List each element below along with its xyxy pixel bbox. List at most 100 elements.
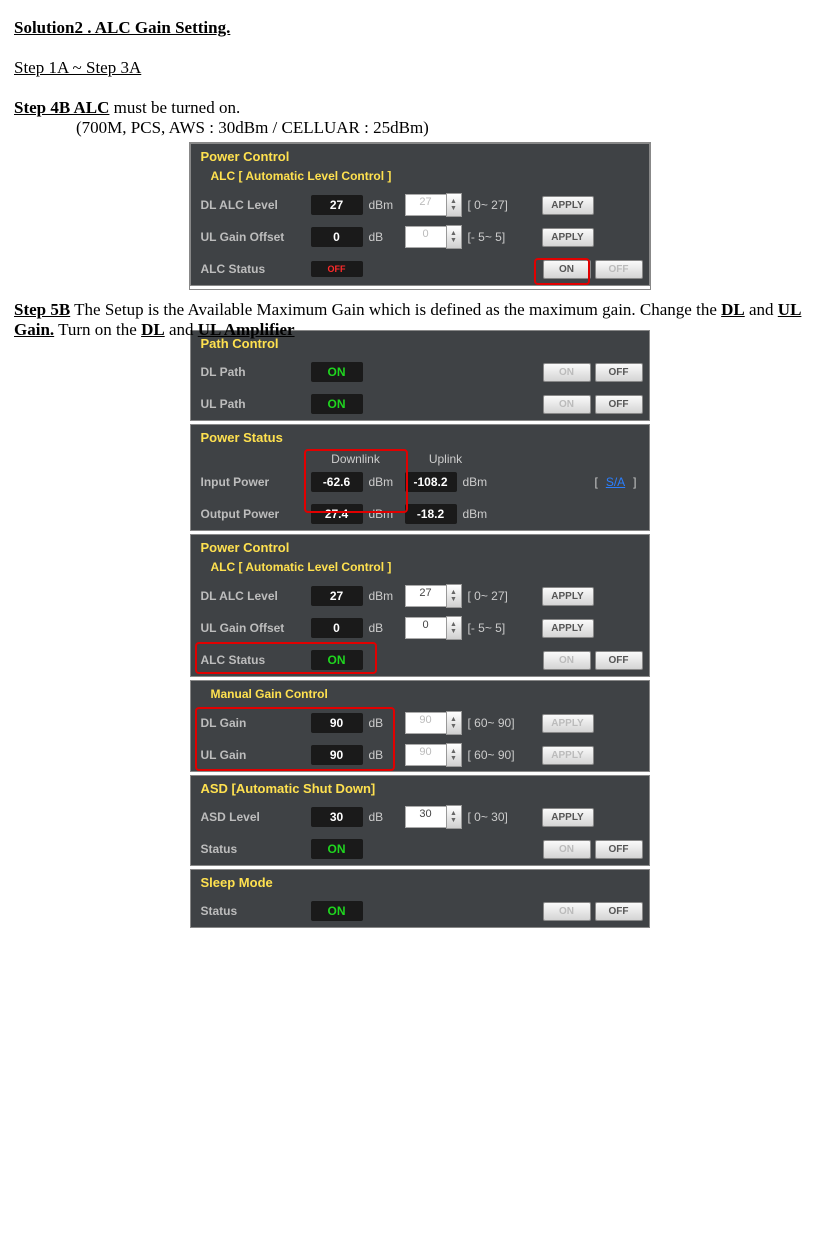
dl-alc-value: 27 bbox=[311, 195, 363, 215]
ul-gain-range: [ 60~ 90] bbox=[468, 748, 538, 762]
alc-status-value: OFF bbox=[311, 261, 363, 277]
sleep-heading: Sleep Mode bbox=[191, 870, 649, 895]
bracket: ] bbox=[633, 475, 636, 489]
unit: dBm bbox=[367, 475, 405, 489]
off-button[interactable]: OFF bbox=[595, 902, 643, 921]
apply-button[interactable]: APPLY bbox=[542, 808, 594, 827]
ul-gain-offset-input[interactable]: 0 bbox=[405, 226, 447, 248]
sleep-status-label: Status bbox=[201, 904, 311, 918]
downlink-header: Downlink bbox=[311, 452, 401, 466]
step-range: Step 1A ~ Step 3A bbox=[14, 58, 825, 78]
dl-alc-unit: dBm bbox=[367, 589, 405, 603]
ul-gain-unit: dB bbox=[367, 748, 405, 762]
ul-path-label: UL Path bbox=[201, 397, 311, 411]
apply-button[interactable]: APPLY bbox=[542, 619, 594, 638]
asd-heading: ASD [Automatic Shut Down] bbox=[191, 776, 649, 801]
on-button[interactable]: ON bbox=[543, 395, 591, 414]
spinner-icon[interactable]: ▲▼ bbox=[446, 711, 462, 735]
apply-button[interactable]: APPLY bbox=[542, 714, 594, 733]
title: Solution2 . ALC Gain Setting. bbox=[14, 18, 825, 38]
input-power-label: Input Power bbox=[201, 475, 311, 489]
alc-status-label: ALC Status bbox=[201, 653, 311, 667]
spinner-icon[interactable]: ▲▼ bbox=[446, 743, 462, 767]
asd-level-input[interactable]: 30 bbox=[405, 806, 447, 828]
spinner-icon[interactable]: ▲▼ bbox=[446, 225, 462, 249]
ul-gain-offset-input[interactable]: 0 bbox=[405, 617, 447, 639]
on-button[interactable]: ON bbox=[543, 363, 591, 382]
apply-button[interactable]: APPLY bbox=[542, 228, 594, 247]
ul-gain-offset-value: 0 bbox=[311, 618, 363, 638]
power-status-heading: Power Status bbox=[191, 425, 649, 450]
spinner-icon[interactable]: ▲▼ bbox=[446, 193, 462, 217]
dl-gain-label: DL Gain bbox=[201, 716, 311, 730]
step-4b-note: (700M, PCS, AWS : 30dBm / CELLUAR : 25dB… bbox=[76, 118, 825, 138]
alc-status-label: ALC Status bbox=[201, 262, 311, 276]
unit: dBm bbox=[461, 507, 499, 521]
panel-heading: Power Control bbox=[191, 144, 649, 169]
asd-status-value: ON bbox=[311, 839, 363, 859]
dl-gain-value: 90 bbox=[311, 713, 363, 733]
step-4b-lead: Step 4B ALC bbox=[14, 98, 109, 117]
sleep-status-value: ON bbox=[311, 901, 363, 921]
output-power-label: Output Power bbox=[201, 507, 311, 521]
panel-subheading: ALC [ Automatic Level Control ] bbox=[191, 169, 649, 189]
dl-gain-range: [ 60~ 90] bbox=[468, 716, 538, 730]
spinner-icon[interactable]: ▲▼ bbox=[446, 584, 462, 608]
dl-gain-unit: dB bbox=[367, 716, 405, 730]
power-control-heading: Power Control bbox=[191, 535, 649, 560]
input-power-dl: -62.6 bbox=[311, 472, 363, 492]
power-control-panel-1: Power Control ALC [ Automatic Level Cont… bbox=[189, 142, 651, 290]
apply-button[interactable]: APPLY bbox=[542, 587, 594, 606]
ul-gain-label: UL Gain bbox=[201, 748, 311, 762]
dl-alc-input[interactable]: 27 bbox=[405, 585, 447, 607]
input-power-ul: -108.2 bbox=[405, 472, 457, 492]
on-button[interactable]: ON bbox=[543, 840, 591, 859]
step-4b: Step 4B ALC must be turned on. bbox=[14, 98, 825, 118]
sa-link[interactable]: S/A bbox=[606, 475, 625, 489]
ul-gain-offset-label: UL Gain Offset bbox=[201, 621, 311, 635]
dl-gain-input[interactable]: 90 bbox=[405, 712, 447, 734]
on-button[interactable]: ON bbox=[543, 651, 591, 670]
dl-alc-label: DL ALC Level bbox=[201, 198, 311, 212]
apply-button[interactable]: APPLY bbox=[542, 746, 594, 765]
ul-gain-value: 90 bbox=[311, 745, 363, 765]
asd-status-label: Status bbox=[201, 842, 311, 856]
dl-alc-range: [ 0~ 27] bbox=[468, 198, 538, 212]
off-button[interactable]: OFF bbox=[595, 260, 643, 279]
dl-alc-range: [ 0~ 27] bbox=[468, 589, 538, 603]
dl-path-label: DL Path bbox=[201, 365, 311, 379]
dl-alc-input[interactable]: 27 bbox=[405, 194, 447, 216]
power-control-sub: ALC [ Automatic Level Control ] bbox=[191, 560, 649, 580]
ul-gain-input[interactable]: 90 bbox=[405, 744, 447, 766]
ul-gain-offset-range: [- 5~ 5] bbox=[468, 230, 538, 244]
alc-status-value: ON bbox=[311, 650, 363, 670]
ul-gain-offset-unit: dB bbox=[367, 621, 405, 635]
off-button[interactable]: OFF bbox=[595, 395, 643, 414]
off-button[interactable]: OFF bbox=[595, 651, 643, 670]
on-button[interactable]: ON bbox=[543, 260, 591, 279]
step-4b-tail: must be turned on. bbox=[109, 98, 240, 117]
bracket: [ bbox=[594, 475, 597, 489]
asd-level-label: ASD Level bbox=[201, 810, 311, 824]
apply-button[interactable]: APPLY bbox=[542, 196, 594, 215]
spinner-icon[interactable]: ▲▼ bbox=[446, 616, 462, 640]
mgc-heading: Manual Gain Control bbox=[191, 687, 649, 707]
off-button[interactable]: OFF bbox=[595, 840, 643, 859]
off-button[interactable]: OFF bbox=[595, 363, 643, 382]
dl-path-value: ON bbox=[311, 362, 363, 382]
output-power-dl: 27.4 bbox=[311, 504, 363, 524]
asd-level-range: [ 0~ 30] bbox=[468, 810, 538, 824]
dl-alc-label: DL ALC Level bbox=[201, 589, 311, 603]
spinner-icon[interactable]: ▲▼ bbox=[446, 805, 462, 829]
uplink-header: Uplink bbox=[401, 452, 491, 466]
unit: dBm bbox=[461, 475, 499, 489]
unit: dBm bbox=[367, 507, 405, 521]
ul-gain-offset-label: UL Gain Offset bbox=[201, 230, 311, 244]
ul-gain-offset-value: 0 bbox=[311, 227, 363, 247]
step-5b-lead: Step 5B bbox=[14, 300, 70, 319]
asd-level-value: 30 bbox=[311, 807, 363, 827]
dl-alc-value: 27 bbox=[311, 586, 363, 606]
ul-path-value: ON bbox=[311, 394, 363, 414]
on-button[interactable]: ON bbox=[543, 902, 591, 921]
main-settings-panel: Path Control DL Path ON ONOFF UL Path ON… bbox=[190, 330, 650, 928]
